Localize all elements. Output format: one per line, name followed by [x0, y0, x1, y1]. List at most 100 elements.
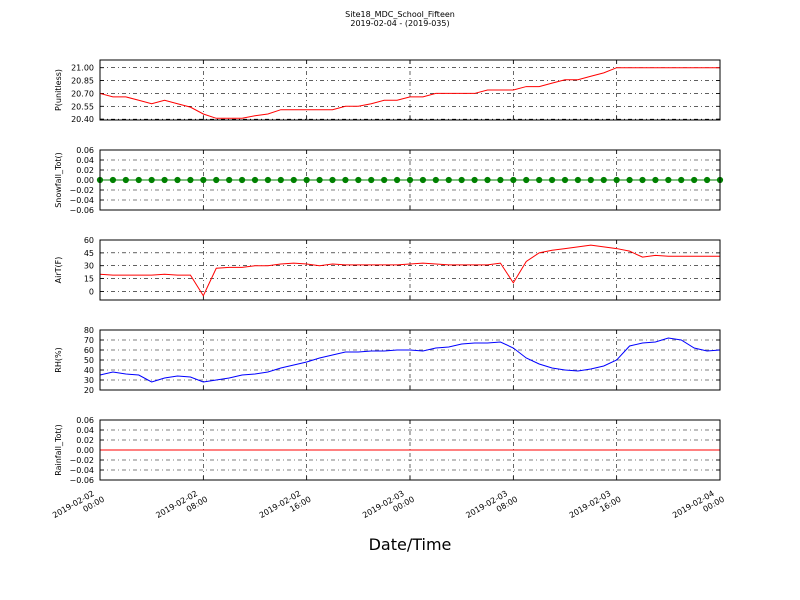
y-axis-label: RH(%) — [54, 347, 63, 372]
y-tick-label: 20.40 — [71, 115, 94, 124]
plot-frame — [99, 419, 721, 481]
x-tick-label: 2019-02-0316:00 — [568, 486, 623, 529]
data-point — [174, 176, 181, 184]
y-tick-label: 20.85 — [71, 77, 94, 86]
data-point — [368, 176, 375, 184]
y-tick-label: 0.02 — [76, 436, 94, 445]
data-point — [691, 176, 698, 184]
data-point — [303, 176, 310, 184]
data-point — [445, 176, 452, 184]
data-point — [264, 176, 272, 184]
y-tick-label: 30 — [84, 262, 94, 271]
figure-title: Site18_MDC_School_Fifteen — [345, 10, 455, 19]
data-point — [471, 176, 478, 184]
y-tick-label: 60 — [84, 236, 94, 245]
data-point — [135, 176, 142, 184]
data-point — [432, 176, 439, 184]
data-point — [548, 176, 556, 184]
y-tick-label: 0.04 — [76, 156, 94, 165]
data-point — [561, 176, 569, 184]
data-point — [148, 176, 155, 184]
y-tick-label: 30 — [84, 376, 94, 385]
data-point — [510, 176, 517, 184]
plot-frame — [99, 149, 721, 211]
y-tick-label: 0 — [89, 287, 94, 296]
data-point — [187, 176, 194, 184]
data-point — [587, 176, 594, 184]
y-tick-label: 60 — [84, 346, 94, 355]
data-point — [497, 176, 504, 184]
data-point — [458, 176, 465, 184]
y-axis-label: AirT(F) — [54, 257, 63, 284]
data-point — [523, 176, 530, 184]
y-tick-label: 70 — [84, 336, 94, 345]
y-tick-label: 20.55 — [71, 102, 94, 111]
y-tick-label: −0.06 — [69, 206, 94, 215]
data-point — [122, 176, 129, 184]
y-tick-label: 0.00 — [76, 446, 94, 455]
y-tick-label: 0.06 — [76, 416, 94, 425]
data-point — [665, 176, 672, 184]
y-axis-label: Rainfall_Tot() — [54, 424, 63, 476]
y-tick-label: 50 — [84, 356, 94, 365]
y-tick-label: 0.04 — [76, 426, 94, 435]
data-point — [161, 176, 168, 184]
figure-subtitle: 2019-02-04 - (2019-035) — [350, 19, 449, 28]
data-point — [652, 176, 659, 184]
x-tick-label: 2019-02-0200:00 — [51, 486, 106, 529]
y-tick-label: 0.06 — [76, 146, 94, 155]
x-tick-label: 2019-02-0208:00 — [154, 486, 209, 529]
data-line — [99, 67, 720, 119]
data-point — [613, 176, 620, 184]
data-point — [536, 176, 543, 184]
y-tick-label: −0.02 — [69, 186, 94, 195]
data-point — [639, 176, 646, 184]
plot-frame — [99, 59, 721, 121]
data-point — [200, 176, 207, 184]
data-point — [484, 176, 491, 184]
data-point — [393, 176, 401, 184]
data-point — [316, 176, 323, 184]
data-point — [226, 176, 233, 184]
data-point — [600, 176, 607, 184]
data-point — [406, 176, 414, 184]
x-tick-label: 2019-02-0400:00 — [671, 486, 726, 529]
y-tick-label: 45 — [84, 249, 94, 258]
data-point — [574, 176, 582, 184]
x-tick-label: 2019-02-0300:00 — [361, 486, 416, 529]
y-tick-label: −0.04 — [69, 466, 94, 475]
x-tick-label: 2019-02-0308:00 — [464, 486, 519, 529]
data-point — [213, 176, 220, 184]
plot-frame — [99, 329, 721, 391]
x-axis-label: Date/Time — [369, 535, 452, 554]
data-point — [381, 176, 388, 184]
data-line — [99, 244, 720, 297]
data-point — [277, 176, 284, 184]
data-line — [99, 337, 721, 383]
y-tick-label: −0.02 — [69, 456, 94, 465]
data-point — [355, 176, 362, 184]
y-tick-label: −0.04 — [69, 196, 94, 205]
plot-frame — [99, 239, 721, 301]
y-tick-label: 0.02 — [76, 166, 94, 175]
y-tick-label: 40 — [84, 366, 94, 375]
data-point — [626, 176, 633, 184]
data-point — [109, 176, 117, 184]
data-point — [251, 176, 259, 184]
data-point — [419, 176, 427, 184]
y-axis-label: Snowfall_Tot() — [54, 152, 63, 208]
data-point — [238, 176, 246, 184]
data-point — [290, 176, 297, 184]
data-point — [342, 176, 349, 184]
y-tick-label: 0.00 — [76, 176, 94, 185]
data-point — [678, 176, 685, 184]
y-tick-label: 15 — [84, 275, 94, 284]
x-tick-label: 2019-02-0216:00 — [258, 486, 313, 529]
y-tick-label: 20 — [84, 386, 94, 395]
y-tick-label: 80 — [84, 326, 94, 335]
y-tick-label: 20.70 — [71, 89, 94, 98]
data-point — [329, 176, 336, 184]
y-axis-label: P(unitless) — [54, 69, 63, 111]
data-point — [703, 176, 711, 184]
